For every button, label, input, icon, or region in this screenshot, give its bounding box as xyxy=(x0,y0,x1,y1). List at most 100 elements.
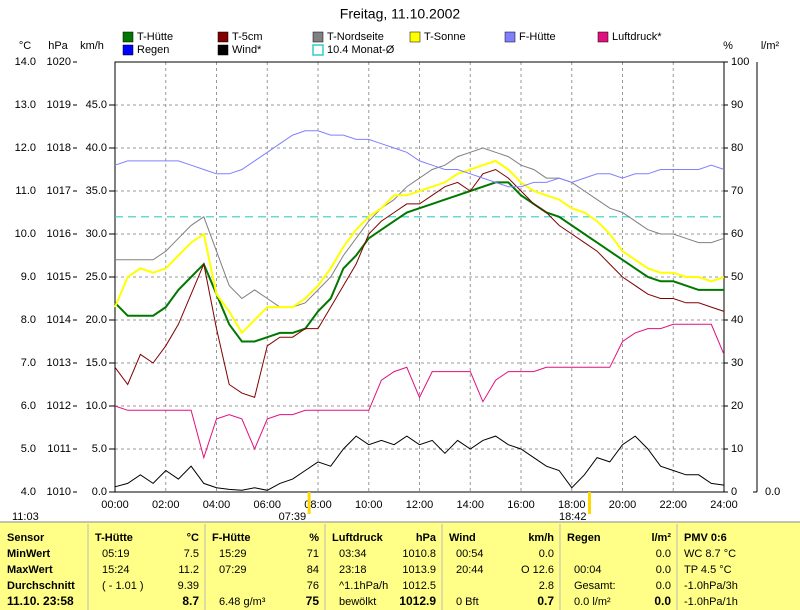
axis-unit: % xyxy=(723,40,733,52)
table-cell: ( - 1.01 ) xyxy=(102,580,144,592)
rain-tick-label: 0.0 xyxy=(765,486,780,498)
y-tick-label: 4.0 xyxy=(21,486,36,498)
legend-swatch xyxy=(312,44,324,56)
legend-label: T-Hütte xyxy=(137,31,173,43)
table-cell: bewölkt xyxy=(339,596,376,608)
table-header: PMV 0:6 xyxy=(684,532,727,544)
hpa-tick-label: 1018 xyxy=(47,142,71,154)
legend-label: Luftdruck* xyxy=(612,31,662,43)
y2-tick-label: 60 xyxy=(731,228,743,240)
table-header: Luftdruck xyxy=(332,532,384,544)
table-cell: 07:29 xyxy=(219,564,247,576)
table-cell: 23:18 xyxy=(339,564,367,576)
series-line xyxy=(114,159,725,335)
table-value: 2.8 xyxy=(539,580,554,592)
sun-marker-label: 18:42 xyxy=(559,511,587,523)
table-cell: 05:19 xyxy=(102,548,130,560)
table-value: 0.0 xyxy=(656,564,671,576)
sun-marker-label: 07:39 xyxy=(279,511,307,523)
table-value: 0.0 xyxy=(539,548,554,560)
legend-label: Regen xyxy=(137,44,169,56)
hpa-tick-label: 1020 xyxy=(47,56,71,68)
table-unit: l/m² xyxy=(651,532,671,544)
legend-swatch xyxy=(122,44,134,56)
table-value: 71 xyxy=(307,548,319,560)
y2-tick-label: 90 xyxy=(731,99,743,111)
table-cell: 15:24 xyxy=(102,564,130,576)
axis-unit: km/h xyxy=(80,40,104,52)
kmh-tick-label: 45.0 xyxy=(86,99,107,111)
table-value: 76 xyxy=(307,580,319,592)
table-cell: ^1.1hPa/h xyxy=(339,580,388,592)
table-value: 1013.9 xyxy=(402,564,436,576)
sun-marker xyxy=(307,492,311,514)
table-value: 1012.5 xyxy=(402,580,436,592)
hpa-tick-label: 1013 xyxy=(47,357,71,369)
table-cell: TP 4.5 °C xyxy=(684,564,732,576)
y2-tick-label: 70 xyxy=(731,185,743,197)
clock-time: 11:03 xyxy=(12,511,39,523)
table-unit: km/h xyxy=(528,532,554,544)
chart-title: Freitag, 11.10.2002 xyxy=(340,6,461,22)
kmh-tick-label: 20.0 xyxy=(86,314,107,326)
kmh-tick-label: 5.0 xyxy=(92,443,107,455)
table-cell: -1.0hPa/3h xyxy=(684,580,738,592)
legend-label: 10.4 Monat-Ø xyxy=(327,44,395,56)
hpa-tick-label: 1016 xyxy=(47,228,71,240)
series-line xyxy=(114,130,725,188)
table-cell: 15:29 xyxy=(219,548,247,560)
y-tick-label: 10.0 xyxy=(15,228,36,240)
x-tick-label: 14:00 xyxy=(456,499,484,511)
table-cell: 11.10. 23:58 xyxy=(7,594,74,608)
table-value: 7.5 xyxy=(184,548,199,560)
legend-label: Wind* xyxy=(232,44,262,56)
y2-tick-label: 80 xyxy=(731,142,743,154)
x-tick-label: 00:00 xyxy=(101,499,129,511)
y-tick-label: 7.0 xyxy=(21,357,36,369)
table-value: 1010.8 xyxy=(402,548,436,560)
x-tick-label: 24:00 xyxy=(710,499,738,511)
hpa-tick-label: 1019 xyxy=(47,99,71,111)
series-line xyxy=(114,168,725,399)
y-tick-label: 14.0 xyxy=(15,56,36,68)
table-header: Regen xyxy=(567,532,601,544)
y2-tick-label: 40 xyxy=(731,314,743,326)
table-value: 1012.9 xyxy=(399,594,436,608)
table-value: O 12.6 xyxy=(521,564,554,576)
hpa-tick-label: 1011 xyxy=(47,443,71,455)
y-tick-label: 9.0 xyxy=(21,271,36,283)
table-cell: 00:54 xyxy=(456,548,484,560)
legend-swatch xyxy=(217,44,229,56)
y2-tick-label: 100 xyxy=(731,56,749,68)
y-tick-label: 5.0 xyxy=(21,443,36,455)
x-tick-label: 12:00 xyxy=(406,499,434,511)
kmh-tick-label: 30.0 xyxy=(86,228,107,240)
y2-tick-label: 50 xyxy=(731,271,743,283)
legend-swatch xyxy=(217,31,229,43)
table-value: 9.39 xyxy=(178,580,199,592)
y-tick-label: 11.0 xyxy=(15,185,36,197)
y2-tick-label: 30 xyxy=(731,357,743,369)
legend-label: T-Sonne xyxy=(424,31,466,43)
kmh-tick-label: 15.0 xyxy=(86,357,107,369)
x-tick-label: 20:00 xyxy=(609,499,637,511)
y-tick-label: 6.0 xyxy=(21,400,36,412)
table-value: 0.0 xyxy=(656,548,671,560)
sun-marker xyxy=(588,492,592,514)
table-header: T-Hütte xyxy=(95,532,133,544)
legend-swatch xyxy=(597,31,609,43)
table-value: 75 xyxy=(306,594,320,608)
table-cell: MinWert xyxy=(7,548,51,560)
kmh-tick-label: 25.0 xyxy=(86,271,107,283)
legend-swatch xyxy=(312,31,324,43)
y2-tick-label: 10 xyxy=(731,443,743,455)
axis-unit: l/m² xyxy=(761,40,780,52)
table-cell: Gesamt: xyxy=(574,580,616,592)
y2-tick-label: 0 xyxy=(731,486,737,498)
table-cell: MaxWert xyxy=(7,564,53,576)
x-tick-label: 18:00 xyxy=(558,499,586,511)
table-header: Wind xyxy=(449,532,476,544)
